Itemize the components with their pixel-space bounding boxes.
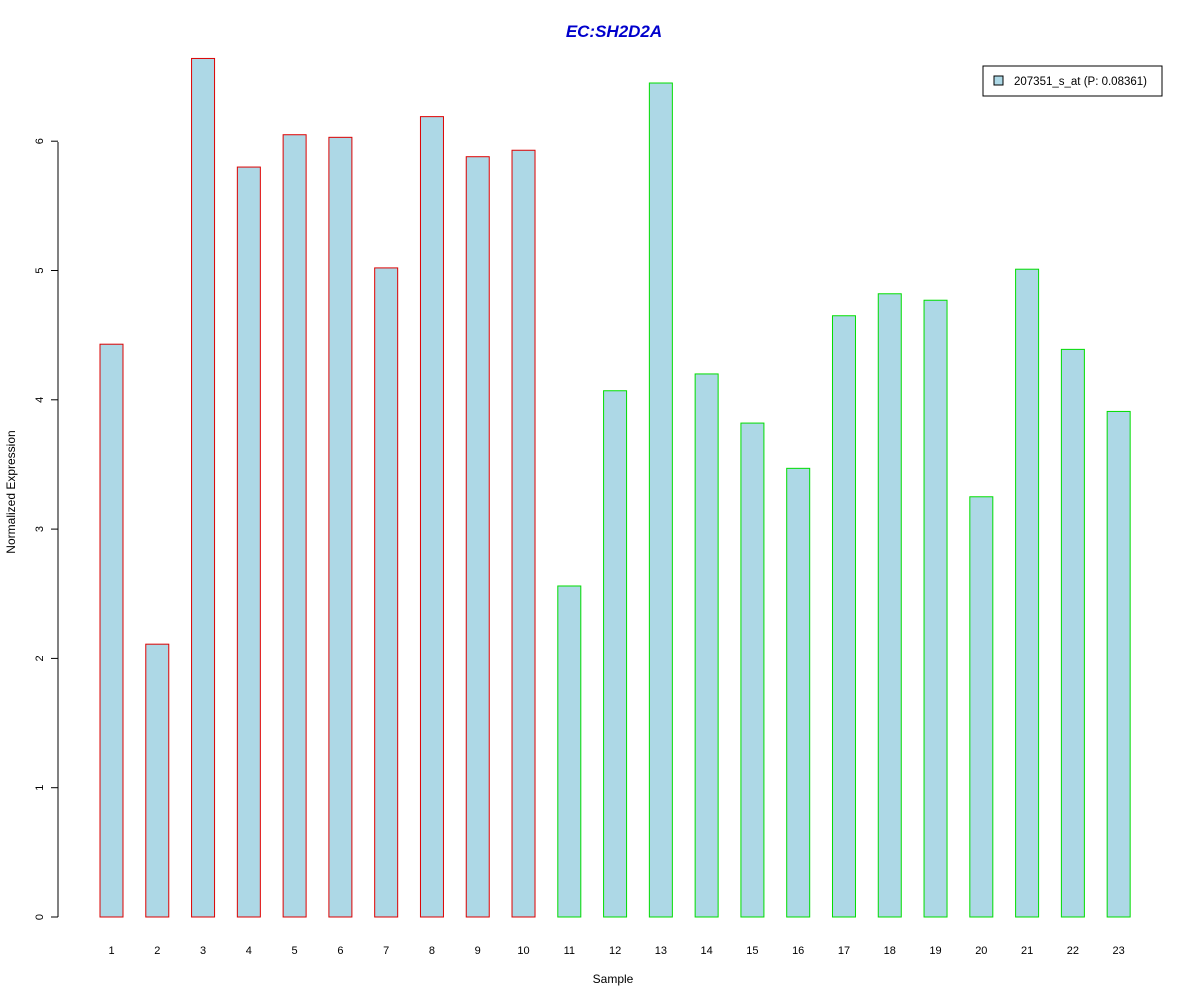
x-tick-label: 18 [884,945,896,957]
bar-sample-16 [786,467,811,918]
y-axis-ticks: 0 1 2 3 4 5 6 [34,138,58,920]
bar-sample-6 [328,136,353,918]
x-tick-label: 22 [1067,945,1079,957]
legend-label: 207351_s_at (P: 0.08361) [1014,76,1147,88]
bar-sample-14 [694,373,719,918]
bar-sample-17 [831,315,856,918]
y-tick-label: 1 [34,785,46,791]
x-tick-label: 14 [701,945,713,957]
bar-sample-7 [374,267,399,918]
y-tick-label: 3 [34,526,46,532]
bar-sample-15 [740,422,765,918]
bar-sample-4 [236,166,261,918]
x-axis-tick-labels: 1 2 3 4 5 6 7 8 9 10 11 12 13 14 15 16 17 18 19 20 21 22 23 [108,945,1124,957]
bar-sample-22 [1060,348,1085,918]
x-tick-label: 19 [929,945,941,957]
bar-sample-23 [1106,410,1131,918]
bar-sample-8 [419,116,444,918]
x-tick-label: 21 [1021,945,1033,957]
x-tick-label: 1 [108,945,114,957]
x-tick-label: 15 [746,945,758,957]
x-axis-label: Sample [593,972,634,986]
x-tick-label: 8 [429,945,435,957]
y-tick-label: 2 [34,655,46,661]
x-tick-label: 5 [292,945,298,957]
y-tick-label: 5 [34,267,46,273]
x-tick-label: 7 [383,945,389,957]
bar-sample-3 [191,57,216,918]
x-tick-label: 4 [246,945,252,957]
x-tick-label: 2 [154,945,160,957]
x-tick-label: 6 [337,945,343,957]
bar-sample-13 [648,82,673,918]
x-tick-label: 12 [609,945,621,957]
legend-box [982,65,1163,97]
x-tick-label: 13 [655,945,667,957]
x-tick-label: 9 [475,945,481,957]
bar-sample-21 [1015,268,1040,918]
x-tick-label: 3 [200,945,206,957]
x-tick-label: 23 [1113,945,1125,957]
bar-sample-2 [145,643,170,918]
bar-sample-18 [877,293,902,918]
bar-sample-1 [99,343,124,918]
bar-sample-11 [557,585,582,918]
y-tick-label: 0 [34,914,46,920]
bar-sample-5 [282,134,307,918]
chart-title: EC:SH2D2A [566,22,662,41]
x-tick-label: 10 [517,945,529,957]
x-tick-label: 20 [975,945,987,957]
y-tick-label: 6 [34,138,46,144]
y-tick-label: 4 [34,397,46,403]
bar-sample-10 [511,149,536,918]
bar-sample-19 [923,299,948,918]
bars-group [99,57,1131,918]
bar-sample-9 [465,156,490,918]
x-tick-label: 16 [792,945,804,957]
bar-sample-12 [603,390,628,918]
legend-swatch [993,75,1004,86]
legend: 207351_s_at (P: 0.08361) [982,65,1163,97]
x-tick-label: 11 [564,945,575,957]
x-tick-label: 17 [838,945,850,957]
bar-sample-20 [969,496,994,918]
y-axis-label: Normalized Expression [4,430,18,553]
